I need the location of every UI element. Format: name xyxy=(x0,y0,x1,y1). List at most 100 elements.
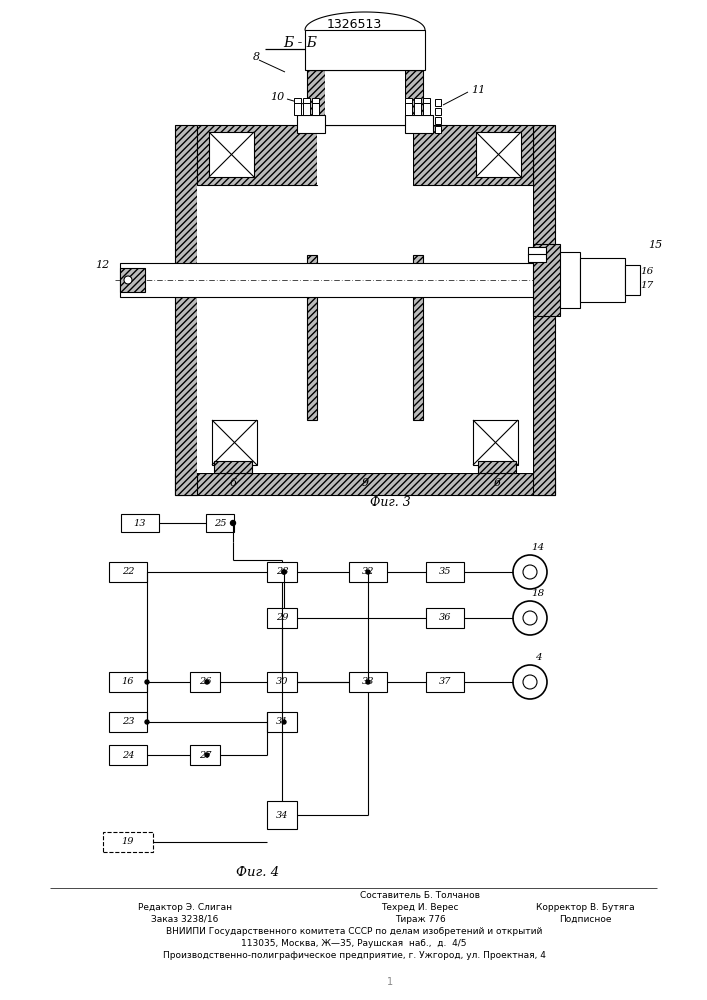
Text: Техред И. Верес: Техред И. Верес xyxy=(381,902,459,912)
Text: 113035, Москва, Ж—35, Раушская  наб.,  д.  4/5: 113035, Москва, Ж—35, Раушская наб., д. … xyxy=(241,938,467,948)
Text: 26: 26 xyxy=(199,678,211,686)
Bar xyxy=(414,103,421,115)
Text: Б - Б: Б - Б xyxy=(283,36,317,50)
Text: 8: 8 xyxy=(252,52,259,62)
Bar xyxy=(109,745,147,765)
Bar xyxy=(190,745,220,765)
Bar xyxy=(109,672,147,692)
Bar xyxy=(414,98,421,103)
Bar xyxy=(294,98,301,103)
Circle shape xyxy=(366,680,370,684)
Bar xyxy=(413,255,423,420)
Text: 15: 15 xyxy=(648,240,662,250)
Text: 28: 28 xyxy=(276,568,288,576)
Bar xyxy=(267,801,297,829)
Circle shape xyxy=(523,675,537,689)
Bar xyxy=(120,263,610,297)
Bar xyxy=(267,712,297,732)
Bar xyxy=(478,461,516,473)
Circle shape xyxy=(145,680,149,684)
Text: 13: 13 xyxy=(134,518,146,528)
Bar xyxy=(305,30,425,70)
Bar xyxy=(297,115,325,133)
Bar xyxy=(435,126,441,133)
Text: 1: 1 xyxy=(387,977,393,987)
Text: Заказ 3238/16: Заказ 3238/16 xyxy=(151,914,218,924)
Text: 30: 30 xyxy=(276,678,288,686)
Text: 14: 14 xyxy=(532,544,544,552)
Text: 16: 16 xyxy=(122,678,134,686)
Text: 24: 24 xyxy=(122,750,134,760)
Text: 9: 9 xyxy=(361,478,368,488)
Text: ВНИИПИ Государственного комитета СССР по делам изобретений и открытий: ВНИИПИ Государственного комитета СССР по… xyxy=(166,926,542,936)
Bar xyxy=(109,712,147,732)
Bar xyxy=(175,473,555,495)
Bar xyxy=(312,98,319,103)
Bar xyxy=(109,562,147,582)
Bar xyxy=(405,103,412,115)
Bar xyxy=(405,98,412,103)
Bar xyxy=(214,461,252,473)
Circle shape xyxy=(230,520,235,526)
Bar xyxy=(197,125,317,185)
Bar xyxy=(212,420,257,465)
Bar xyxy=(533,244,560,316)
Text: 4: 4 xyxy=(534,654,542,662)
Bar xyxy=(312,103,319,115)
Circle shape xyxy=(523,565,537,579)
Bar xyxy=(303,103,310,115)
Text: 27: 27 xyxy=(199,750,211,760)
Text: 29: 29 xyxy=(276,613,288,622)
Bar xyxy=(175,125,197,495)
Bar xyxy=(423,103,430,115)
Bar xyxy=(267,672,297,692)
Bar xyxy=(307,70,325,125)
Bar xyxy=(121,514,159,532)
Bar xyxy=(317,125,413,185)
Bar xyxy=(349,562,387,582)
Circle shape xyxy=(366,570,370,574)
Bar xyxy=(190,672,220,692)
Bar xyxy=(120,268,145,292)
Text: Фиг. 4: Фиг. 4 xyxy=(236,865,279,879)
Text: 31: 31 xyxy=(276,718,288,726)
Bar xyxy=(435,99,441,106)
Bar xyxy=(197,125,533,473)
Text: 6: 6 xyxy=(493,478,501,488)
Text: 25: 25 xyxy=(214,518,226,528)
Bar xyxy=(476,132,521,177)
Text: 23: 23 xyxy=(122,718,134,726)
Circle shape xyxy=(282,570,286,574)
Text: Фиг. 3: Фиг. 3 xyxy=(370,495,410,508)
Bar xyxy=(426,672,464,692)
Circle shape xyxy=(282,720,286,724)
Text: 11: 11 xyxy=(471,85,485,95)
Bar xyxy=(435,108,441,115)
Circle shape xyxy=(513,555,547,589)
Bar xyxy=(423,98,430,103)
Text: Подписное: Подписное xyxy=(559,914,612,924)
Bar xyxy=(405,115,433,133)
Bar xyxy=(405,70,423,125)
Circle shape xyxy=(145,720,149,724)
Text: 37: 37 xyxy=(439,678,451,686)
Bar xyxy=(413,125,533,185)
Text: 22: 22 xyxy=(122,568,134,576)
Bar xyxy=(209,132,254,177)
Bar xyxy=(473,420,518,465)
Circle shape xyxy=(205,753,209,757)
Text: 19: 19 xyxy=(122,838,134,846)
Text: 1326513: 1326513 xyxy=(327,18,382,31)
Text: 33: 33 xyxy=(362,678,374,686)
Bar xyxy=(528,254,546,262)
Circle shape xyxy=(124,276,132,284)
Bar xyxy=(267,608,297,628)
Bar xyxy=(528,247,546,255)
Bar xyxy=(625,265,640,295)
Circle shape xyxy=(282,570,286,574)
Circle shape xyxy=(205,680,209,684)
Text: Редактор Э. Слиган: Редактор Э. Слиган xyxy=(138,902,232,912)
Text: Корректор В. Бутяга: Корректор В. Бутяга xyxy=(536,902,634,912)
Bar xyxy=(103,832,153,852)
Text: 10: 10 xyxy=(270,92,284,102)
